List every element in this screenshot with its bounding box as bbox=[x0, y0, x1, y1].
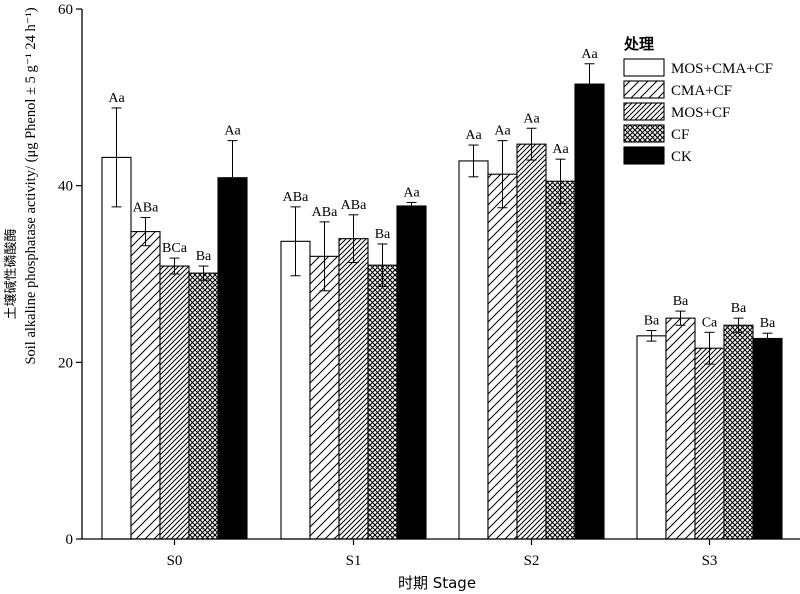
x-tick-label: S2 bbox=[524, 553, 540, 569]
bar bbox=[188, 272, 219, 540]
bar bbox=[723, 324, 754, 540]
error-bar bbox=[646, 330, 657, 342]
significance-label: Ba bbox=[760, 316, 776, 331]
significance-label: ABa bbox=[283, 190, 309, 205]
legend-label: CF bbox=[671, 127, 689, 143]
x-tick-label: S0 bbox=[167, 553, 183, 569]
significance-label: Aa bbox=[552, 142, 569, 157]
significance-label: BCa bbox=[162, 241, 188, 256]
y-tick-label: 20 bbox=[58, 355, 73, 371]
legend-swatch bbox=[623, 102, 665, 121]
y-tick-label: 40 bbox=[58, 179, 73, 195]
error-bars-group bbox=[111, 63, 773, 365]
legend-item: CK bbox=[623, 146, 692, 165]
bar bbox=[101, 156, 132, 540]
bar bbox=[458, 160, 489, 540]
x-tick-label: S1 bbox=[346, 553, 362, 569]
bar bbox=[338, 238, 369, 540]
error-bar bbox=[227, 140, 238, 216]
x-tick-label: S3 bbox=[702, 553, 718, 569]
significance-label: Aa bbox=[224, 124, 241, 139]
significance-label: Aa bbox=[108, 91, 125, 106]
error-bar bbox=[290, 206, 301, 277]
axes-group: 0 20 40 60 S0 S1 S2 S3 bbox=[58, 2, 800, 569]
bars-group bbox=[101, 83, 783, 540]
error-bar bbox=[348, 214, 359, 264]
y-axis-label-cn: 土壤碱性磷酸酶 bbox=[3, 228, 19, 319]
error-bar bbox=[762, 332, 773, 345]
bar bbox=[217, 177, 248, 540]
bar bbox=[367, 264, 398, 540]
bar bbox=[309, 255, 340, 540]
error-bar bbox=[497, 140, 508, 209]
legend-item: MOS+CF bbox=[623, 102, 730, 121]
legend-label: CK bbox=[671, 149, 692, 165]
legend-item: MOS+CMA+CF bbox=[623, 58, 773, 77]
significance-label: Ba bbox=[673, 294, 689, 309]
y-tick-label: 60 bbox=[58, 2, 73, 18]
bar bbox=[280, 240, 311, 540]
bar bbox=[665, 317, 696, 540]
significance-label: Ba bbox=[375, 227, 391, 242]
bar bbox=[752, 337, 783, 540]
error-bar bbox=[468, 144, 479, 178]
error-bar bbox=[111, 107, 122, 208]
bar bbox=[516, 143, 547, 540]
significance-label: ABa bbox=[133, 200, 159, 215]
significance-label: Ba bbox=[196, 249, 212, 264]
error-bar bbox=[584, 63, 595, 105]
error-bar bbox=[733, 317, 744, 333]
error-bar bbox=[377, 243, 388, 287]
error-bar bbox=[319, 221, 330, 292]
legend-label: MOS+CMA+CF bbox=[671, 61, 773, 77]
error-bar bbox=[198, 265, 209, 281]
significance-label: Aa bbox=[465, 128, 482, 143]
y-axis-label-en: Soil alkaline phosphatase activity/ (μg … bbox=[23, 7, 39, 364]
legend-swatch bbox=[623, 124, 665, 143]
significance-label: Ca bbox=[702, 315, 718, 330]
significance-label: ABa bbox=[341, 198, 367, 213]
significance-label: Aa bbox=[523, 111, 540, 126]
error-bar bbox=[675, 310, 686, 326]
y-tick-label: 0 bbox=[66, 532, 74, 548]
significance-label: Aa bbox=[581, 47, 598, 62]
legend-swatch bbox=[623, 146, 665, 165]
bar bbox=[487, 173, 518, 540]
significance-label: ABa bbox=[312, 205, 338, 220]
legend-item: CMA+CF bbox=[623, 80, 732, 99]
error-bar bbox=[704, 331, 715, 365]
legend-swatch bbox=[623, 80, 665, 99]
error-bar bbox=[555, 158, 566, 204]
bar bbox=[396, 205, 427, 540]
bar bbox=[694, 347, 725, 540]
bar bbox=[159, 265, 190, 540]
bar bbox=[636, 335, 667, 540]
legend-label: CMA+CF bbox=[671, 83, 732, 99]
legend-swatch bbox=[623, 58, 665, 77]
significance-label: Aa bbox=[403, 185, 420, 200]
error-bar bbox=[526, 127, 537, 161]
x-axis-label: 时期 Stage bbox=[398, 574, 476, 592]
significance-label: Ba bbox=[731, 301, 747, 316]
significance-label: Aa bbox=[494, 124, 511, 139]
bar bbox=[130, 231, 161, 540]
legend-item: CF bbox=[623, 124, 689, 143]
legend-title: 处理 bbox=[623, 35, 654, 53]
y-axis-label-group: 土壤碱性磷酸酶 Soil alkaline phosphatase activi… bbox=[3, 7, 39, 364]
error-bar bbox=[169, 257, 180, 275]
bar bbox=[545, 180, 576, 540]
error-bar bbox=[140, 216, 151, 247]
error-bar bbox=[406, 201, 417, 211]
legend: 处理 MOS+CMA+CF CMA+CF MOS+CF CF CK bbox=[623, 35, 773, 165]
bar bbox=[574, 83, 605, 540]
significance-label: Ba bbox=[644, 314, 660, 329]
legend-label: MOS+CF bbox=[671, 105, 730, 121]
